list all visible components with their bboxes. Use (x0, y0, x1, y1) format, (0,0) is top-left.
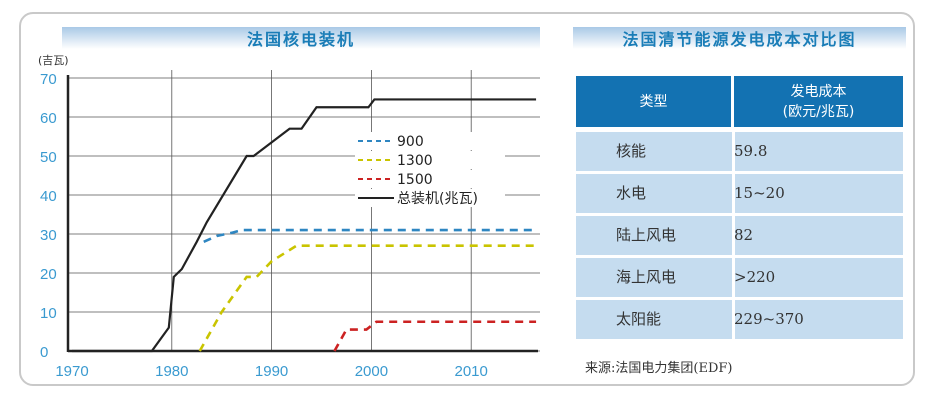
cost-cell: 15~20 (734, 184, 785, 202)
y-tick-label: 70 (40, 71, 57, 88)
series-line-1300 (198, 244, 537, 352)
x-tick-label: 1980 (155, 363, 188, 380)
header-cost-label: 发电成本 (790, 83, 847, 100)
capacity-chart: 0 10 20 30 40 50 60 70 1970 1980 1990 2000 2010 (吉瓦) 9… (38, 54, 540, 380)
column-divider (732, 174, 735, 213)
header-cost: 发电成本 (欧元/兆瓦) (734, 76, 903, 127)
column-divider (732, 258, 735, 297)
column-divider (732, 132, 735, 171)
table-row: 核能 59.8 (576, 132, 903, 171)
cost-cell: >220 (734, 268, 776, 286)
legend-label: 1300 (397, 153, 433, 169)
x-tick-label: 2010 (455, 363, 488, 380)
header-cost-unit: (欧元/兆瓦) (782, 103, 855, 120)
y-axis-label: (吉瓦) (38, 54, 69, 67)
legend-bg (355, 189, 505, 207)
y-tick-label: 20 (40, 266, 57, 283)
cost-cell: 82 (734, 226, 754, 244)
table-row: 水电 15~20 (576, 174, 903, 213)
series-line-900 (203, 228, 537, 243)
cost-cell: 59.8 (734, 142, 768, 160)
figure-frame (19, 12, 915, 386)
series-line-总装机(兆瓦) (72, 98, 537, 353)
y-tick-label: 50 (40, 149, 57, 166)
column-divider (732, 216, 735, 255)
table-row: 海上风电 >220 (576, 258, 903, 297)
legend-label: 900 (397, 134, 424, 150)
series-line-1500 (333, 320, 537, 352)
legend-label: 总装机(兆瓦) (397, 191, 478, 207)
type-cell: 海上风电 (616, 268, 677, 286)
x-tick-label: 2000 (355, 363, 388, 380)
x-tick-label: 1990 (255, 363, 288, 380)
type-cell: 陆上风电 (616, 226, 677, 244)
type-cell: 水电 (616, 184, 647, 202)
legend-bg (355, 151, 505, 169)
chart-title: 法国核电装机 (62, 27, 540, 49)
cost-cell: 229~370 (734, 310, 804, 328)
y-tick-label: 0 (40, 344, 48, 361)
x-tick-label: 1970 (55, 363, 88, 380)
y-tick-label: 40 (40, 188, 57, 205)
source-note: 来源:法国电力集团(EDF) (585, 361, 733, 376)
header-type-label: 类型 (639, 93, 668, 110)
legend-bg (355, 132, 505, 150)
column-divider (732, 300, 735, 339)
table-row: 太阳能 229~370 (576, 300, 903, 339)
legend-label: 1500 (397, 172, 433, 188)
y-tick-label: 30 (40, 227, 57, 244)
y-tick-label: 60 (40, 110, 57, 127)
y-tick-label: 10 (40, 305, 57, 322)
legend-bg (355, 170, 505, 188)
type-cell: 核能 (616, 142, 647, 160)
type-cell: 太阳能 (616, 310, 662, 328)
table-title: 法国清节能源发电成本对比图 (573, 27, 906, 49)
table-row: 陆上风电 82 (576, 216, 903, 255)
header-type: 类型 (576, 76, 731, 127)
